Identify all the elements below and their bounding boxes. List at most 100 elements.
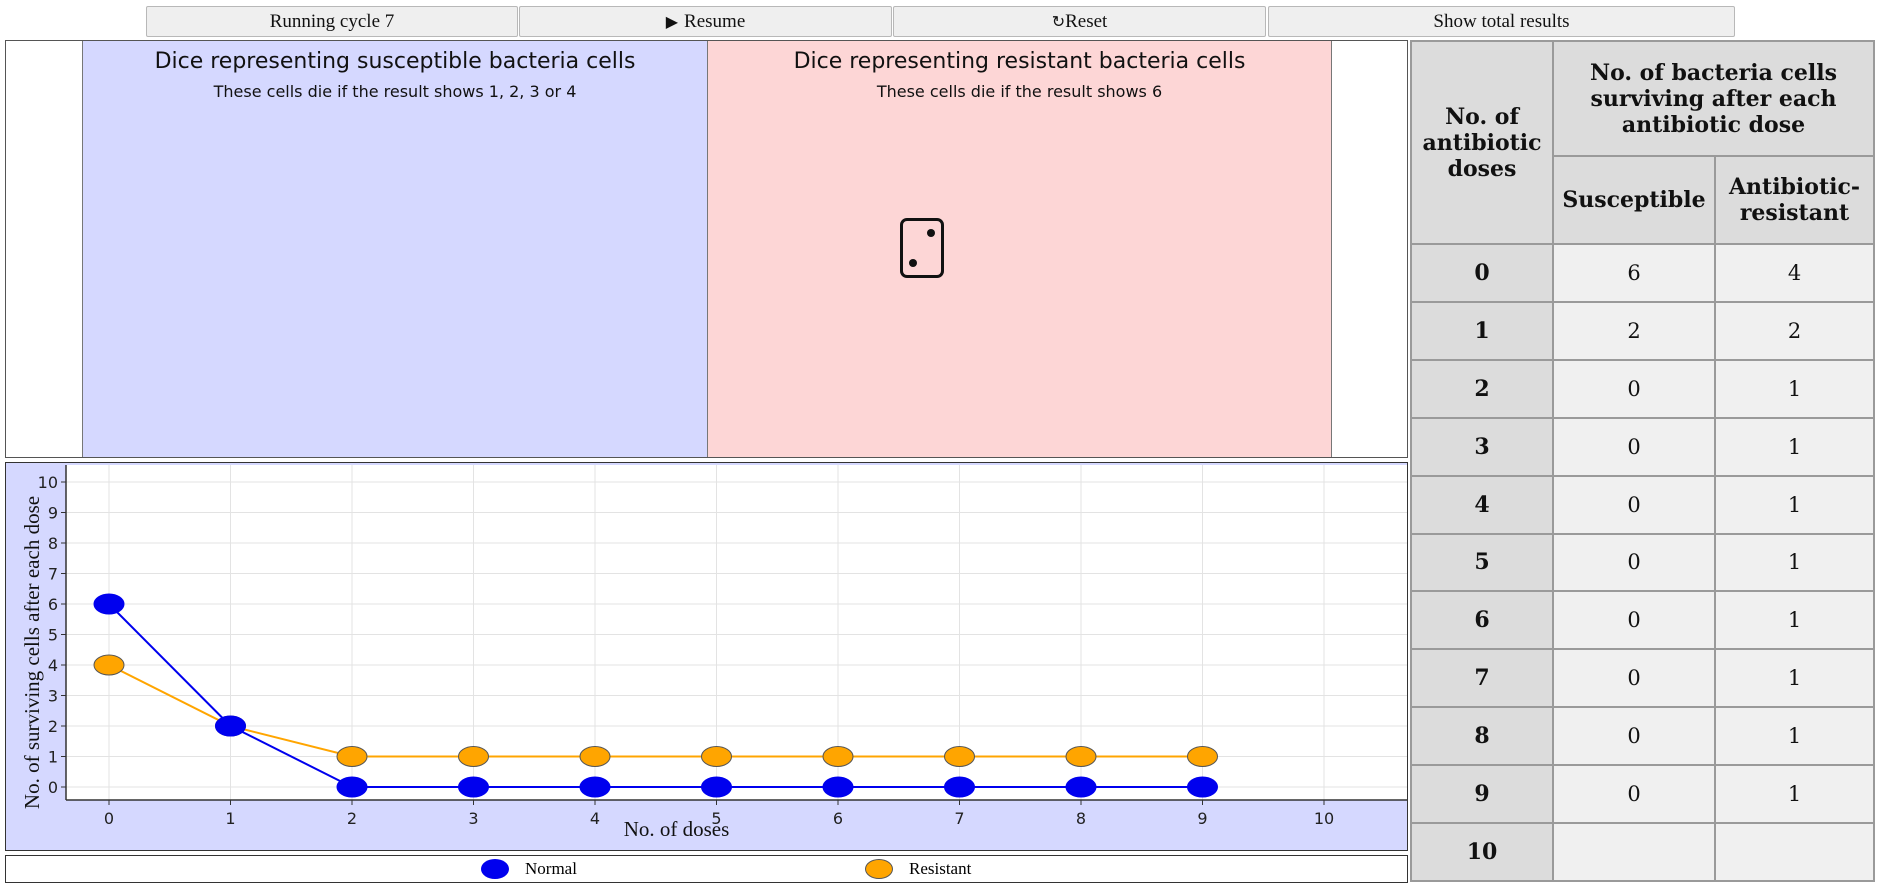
data-point-resistant bbox=[701, 746, 732, 767]
data-point-resistant bbox=[1187, 746, 1218, 767]
chart-grid bbox=[66, 465, 1407, 800]
y-tick-label: 10 bbox=[38, 473, 58, 492]
chart-legend: Normal Resistant bbox=[5, 855, 1408, 883]
chart-svg: 0 1 2 3 4 5 6 7 8 9 10 0 1 2 3 4 5 6 7 8 9 10 No. of doses No… bbox=[20, 465, 1407, 841]
resistant-cell: 1 bbox=[1714, 532, 1875, 593]
die-pip bbox=[927, 229, 935, 237]
susceptible-dice-panel: Dice representing susceptible bacteria c… bbox=[82, 41, 707, 457]
data-point-normal bbox=[579, 776, 611, 798]
legend-marker-normal bbox=[481, 859, 509, 879]
legend-marker-resistant bbox=[865, 859, 893, 879]
resistant-cell: 1 bbox=[1714, 474, 1875, 535]
x-tick-label: 4 bbox=[590, 809, 600, 828]
susceptible-panel-subtitle: These cells die if the result shows 1, 2… bbox=[213, 82, 577, 101]
data-point-resistant bbox=[822, 746, 854, 767]
data-point-normal bbox=[701, 776, 732, 798]
plot-area bbox=[66, 465, 1407, 800]
x-tick-label: 6 bbox=[833, 809, 843, 828]
table-row: 10 bbox=[1410, 822, 1875, 882]
resistant-cell: 1 bbox=[1714, 706, 1875, 767]
susceptible-cell: 0 bbox=[1552, 590, 1716, 651]
doses-column-header: No. of antibiotic doses bbox=[1410, 40, 1554, 245]
resistant-cell bbox=[1714, 822, 1875, 882]
susceptible-cell: 0 bbox=[1552, 416, 1716, 477]
x-tick-label: 3 bbox=[468, 809, 478, 828]
results-table: No. of antibiotic doses No. of bacteria … bbox=[1410, 40, 1875, 882]
susceptible-cell: 0 bbox=[1552, 532, 1716, 593]
data-point-resistant bbox=[944, 746, 975, 767]
resume-label: Resume bbox=[684, 10, 746, 32]
susceptible-cell: 6 bbox=[1552, 243, 1716, 303]
resistant-column-header: Antibiotic-resistant bbox=[1714, 155, 1875, 245]
data-point-normal bbox=[336, 776, 368, 798]
resume-button[interactable]: ▶ Resume bbox=[519, 6, 892, 37]
resistant-cell: 4 bbox=[1714, 243, 1875, 303]
dose-cell: 5 bbox=[1410, 532, 1554, 593]
dose-cell: 3 bbox=[1410, 416, 1554, 477]
data-point-resistant bbox=[458, 746, 489, 767]
resistant-cell: 1 bbox=[1714, 358, 1875, 419]
susceptible-cell: 0 bbox=[1552, 764, 1716, 825]
data-point-normal bbox=[1065, 776, 1097, 798]
resistant-cell: 1 bbox=[1714, 590, 1875, 651]
dose-cell: 0 bbox=[1410, 243, 1554, 303]
dice-area: Dice representing susceptible bacteria c… bbox=[5, 40, 1408, 458]
show-total-results-label: Show total results bbox=[1433, 10, 1570, 32]
surviving-cells-header: No. of bacteria cells surviving after ea… bbox=[1552, 40, 1875, 157]
y-tick-label: 1 bbox=[48, 748, 58, 767]
chart-series bbox=[93, 593, 1218, 798]
reset-label: Reset bbox=[1065, 10, 1108, 32]
y-tick-label: 0 bbox=[48, 778, 58, 797]
resistant-cell: 1 bbox=[1714, 416, 1875, 477]
resistant-cell: 1 bbox=[1714, 764, 1875, 825]
y-axis-label: No. of surviving cells after each dose bbox=[20, 496, 44, 809]
y-tick-label: 2 bbox=[48, 717, 58, 736]
play-icon: ▶ bbox=[665, 13, 679, 31]
survival-chart: 0 1 2 3 4 5 6 7 8 9 10 0 1 2 3 4 5 6 7 8 9 10 No. of doses No… bbox=[5, 462, 1408, 851]
reset-icon: ↻ bbox=[1051, 13, 1066, 31]
data-point-normal bbox=[215, 715, 246, 737]
x-tick-label: 5 bbox=[711, 809, 721, 828]
x-tick-label: 2 bbox=[347, 809, 357, 828]
show-total-results-button[interactable]: Show total results bbox=[1268, 6, 1735, 37]
data-point-resistant bbox=[1065, 746, 1097, 767]
legend-label-normal: Normal bbox=[525, 859, 577, 878]
x-axis-label: No. of doses bbox=[624, 817, 730, 841]
susceptible-column-header: Susceptible bbox=[1552, 155, 1716, 245]
data-point-resistant bbox=[579, 746, 611, 767]
legend-item-normal: Normal bbox=[481, 856, 577, 882]
y-tick-label: 5 bbox=[48, 626, 58, 645]
x-tick-label: 9 bbox=[1197, 809, 1207, 828]
resistant-cell: 1 bbox=[1714, 648, 1875, 709]
data-point-normal bbox=[458, 776, 489, 798]
die-pip bbox=[909, 259, 917, 267]
susceptible-cell: 0 bbox=[1552, 706, 1716, 767]
susceptible-cell: 0 bbox=[1552, 648, 1716, 709]
dose-cell: 8 bbox=[1410, 706, 1554, 767]
series-line-resistant bbox=[108, 664, 1203, 758]
susceptible-cell: 0 bbox=[1552, 358, 1716, 419]
data-point-normal bbox=[1187, 776, 1218, 798]
dose-cell: 7 bbox=[1410, 648, 1554, 709]
cycle-status-label: Running cycle 7 bbox=[269, 10, 395, 32]
data-point-normal bbox=[93, 593, 125, 615]
dose-cell: 10 bbox=[1410, 822, 1554, 882]
data-point-resistant bbox=[336, 746, 368, 767]
legend-item-resistant: Resistant bbox=[865, 856, 971, 882]
susceptible-cell bbox=[1552, 822, 1716, 882]
dose-cell: 4 bbox=[1410, 474, 1554, 535]
reset-button[interactable]: ↻ Reset bbox=[893, 6, 1266, 37]
dose-cell: 1 bbox=[1410, 300, 1554, 361]
data-point-normal bbox=[944, 776, 975, 798]
susceptible-cell: 0 bbox=[1552, 474, 1716, 535]
cycle-status-button[interactable]: Running cycle 7 bbox=[146, 6, 518, 37]
x-tick-label: 8 bbox=[1076, 809, 1086, 828]
data-point-normal bbox=[822, 776, 854, 798]
